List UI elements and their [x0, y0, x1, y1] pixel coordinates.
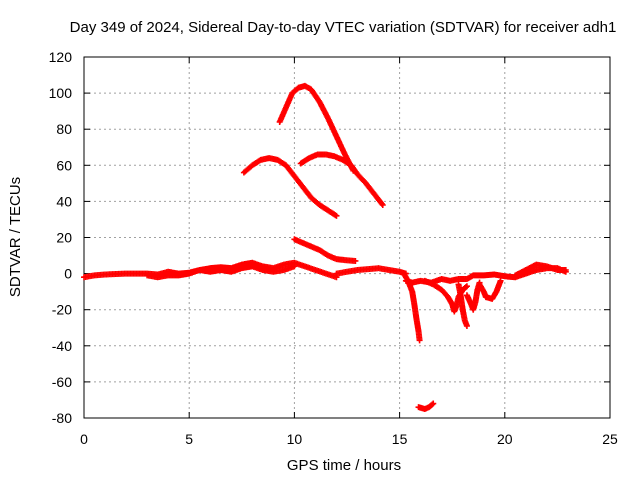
data-point	[333, 212, 340, 219]
data-point	[463, 283, 470, 290]
data-point	[291, 263, 298, 270]
series-late-c	[455, 281, 470, 329]
y-tick-label: 40	[56, 193, 72, 209]
grid-lines	[84, 57, 610, 418]
y-axis-label: SDTVAR / TECUs	[7, 177, 24, 297]
y-tick-label: 120	[49, 49, 73, 65]
x-tick-label: 20	[497, 431, 513, 447]
y-tick-label: -80	[52, 410, 72, 426]
data-point	[429, 401, 436, 408]
data-point	[463, 322, 470, 329]
data-point	[430, 400, 437, 407]
series-arc-mid-1	[240, 155, 340, 219]
data-point	[352, 257, 359, 264]
y-tick-label: 80	[56, 121, 72, 137]
x-tick-label: 10	[287, 431, 303, 447]
series-low	[415, 400, 437, 412]
data-point	[462, 284, 469, 291]
data-point	[497, 277, 504, 284]
series-late-e	[476, 277, 504, 302]
series-arc-low	[291, 236, 359, 264]
data-point	[379, 202, 386, 209]
x-tick-label: 0	[80, 431, 88, 447]
x-tick-label: 25	[602, 431, 618, 447]
series-arc-mid-2	[297, 151, 386, 209]
x-axis-label: GPS time / hours	[287, 457, 401, 474]
x-tick-label: 15	[392, 431, 408, 447]
series-baseline-c	[333, 265, 409, 277]
series-baseline-b	[144, 263, 298, 281]
y-tick-label: -60	[52, 374, 72, 390]
y-tick-label: 60	[56, 157, 72, 173]
y-tick-label: 20	[56, 230, 72, 246]
axis-ticks: -80 -60 -40 -20 0 20 40 60 80 100 120 0 5 10 15 20 25	[49, 49, 618, 447]
data-point	[562, 266, 569, 273]
y-tick-label: 100	[49, 85, 73, 101]
y-tick-label: -20	[52, 302, 72, 318]
chart-title: Day 349 of 2024, Sidereal Day-to-day VTE…	[70, 19, 617, 36]
y-tick-label: -40	[52, 338, 72, 354]
data-points	[81, 82, 569, 412]
data-point	[416, 337, 423, 344]
series-late-f	[512, 261, 569, 279]
x-tick-label: 5	[185, 431, 193, 447]
y-tick-label: 0	[64, 266, 72, 282]
